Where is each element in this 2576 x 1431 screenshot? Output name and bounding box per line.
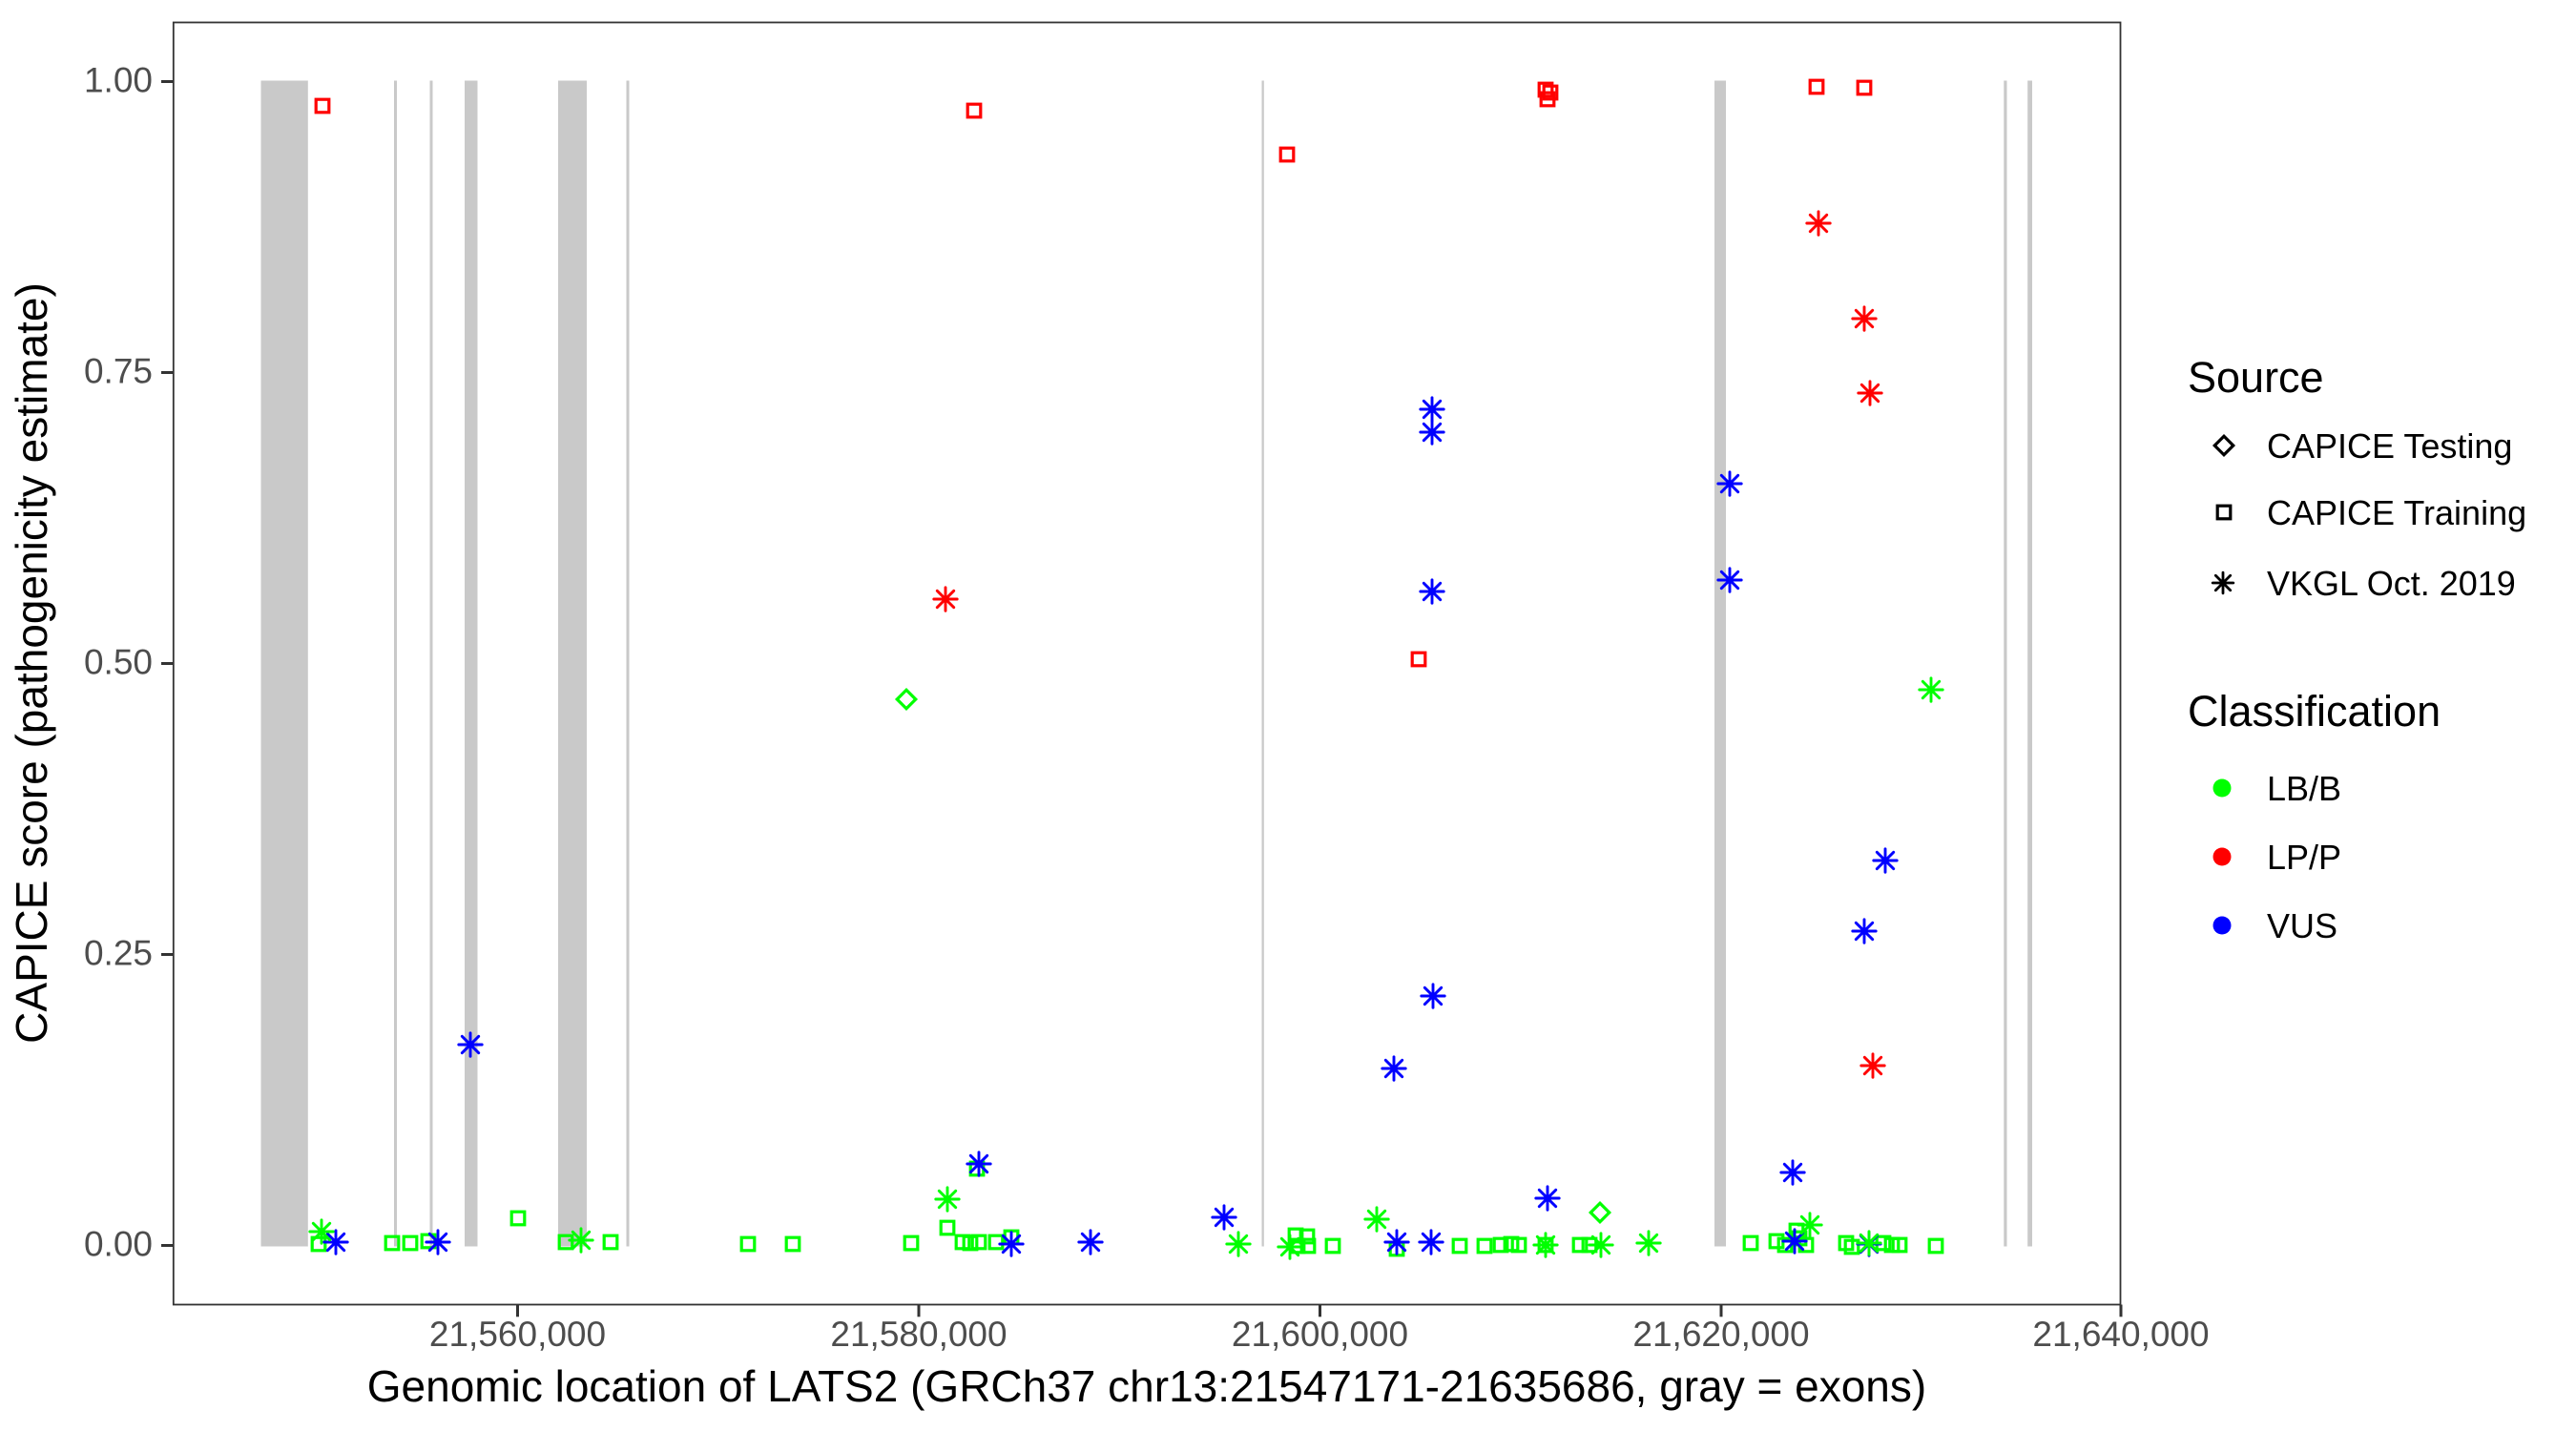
svg-text:0.25: 0.25 (84, 934, 153, 973)
svg-text:LP/P: LP/P (2267, 838, 2341, 877)
svg-text:21,560,000: 21,560,000 (429, 1315, 606, 1354)
svg-text:Classification: Classification (2188, 687, 2441, 736)
svg-text:Genomic location of LATS2 (GRC: Genomic location of LATS2 (GRCh37 chr13:… (367, 1361, 1926, 1411)
svg-text:1.00: 1.00 (84, 61, 153, 100)
svg-text:CAPICE score (pathogenicity es: CAPICE score (pathogenicity estimate) (7, 282, 56, 1044)
svg-text:0.00: 0.00 (84, 1225, 153, 1264)
svg-text:0.50: 0.50 (84, 643, 153, 682)
svg-text:CAPICE Testing: CAPICE Testing (2267, 426, 2512, 466)
svg-text:CAPICE Training: CAPICE Training (2267, 493, 2526, 532)
svg-text:VKGL Oct. 2019: VKGL Oct. 2019 (2267, 564, 2516, 603)
svg-text:21,620,000: 21,620,000 (1632, 1315, 1809, 1354)
svg-text:Source: Source (2188, 353, 2324, 402)
svg-text:0.75: 0.75 (84, 352, 153, 391)
svg-text:LB/B: LB/B (2267, 769, 2341, 808)
svg-text:21,640,000: 21,640,000 (2032, 1315, 2209, 1354)
svg-text:VUS: VUS (2267, 906, 2337, 945)
svg-text:21,580,000: 21,580,000 (830, 1315, 1007, 1354)
svg-text:21,600,000: 21,600,000 (1232, 1315, 1408, 1354)
